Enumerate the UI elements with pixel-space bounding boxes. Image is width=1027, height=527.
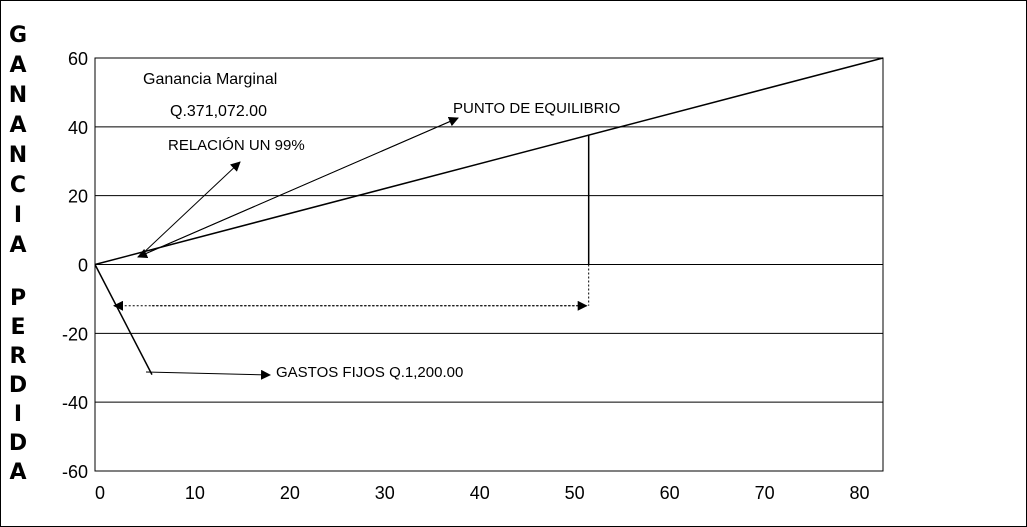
y-axis-letter: C xyxy=(10,173,26,198)
arrow-punto-equilibrio-back xyxy=(137,117,459,259)
annotation-gastos-fijos: GASTOS FIJOS Q.1,200.00 xyxy=(276,364,463,381)
y-axis-letter: A xyxy=(9,460,26,485)
x-tick-label: 0 xyxy=(95,483,105,503)
y-axis-letter: A xyxy=(9,233,26,258)
annotation-punto-equilibrio: PUNTO DE EQUILIBRIO xyxy=(453,100,620,117)
y-axis-letter: D xyxy=(9,431,27,456)
y-axis-letter: N xyxy=(9,83,27,108)
y-tick-label: 0 xyxy=(78,256,88,276)
y-tick-label: -60 xyxy=(62,462,88,482)
y-axis-letter: A xyxy=(9,113,26,138)
x-tick-label: 70 xyxy=(755,483,775,503)
fixed-cost-line xyxy=(94,264,153,375)
y-axis-letter: A xyxy=(9,53,26,78)
x-tick-label: 20 xyxy=(280,483,300,503)
y-tick-label: -20 xyxy=(62,324,88,344)
annotation-ganancia-monto: Q.371,072.00 xyxy=(170,103,267,120)
x-tick-label: 60 xyxy=(660,483,680,503)
arrow-relacion xyxy=(139,161,241,257)
y-tick-label: -40 xyxy=(62,393,88,413)
y-axis-letter: N xyxy=(9,143,27,168)
y-tick-label: 60 xyxy=(68,49,88,69)
y-axis-letter: I xyxy=(14,203,22,228)
y-tick-label: 40 xyxy=(68,118,88,138)
y-axis-letter: I xyxy=(14,402,22,427)
x-tick-label: 40 xyxy=(470,483,490,503)
y-axis-letter: P xyxy=(10,286,26,311)
profit-line xyxy=(94,57,884,266)
annotation-relacion: RELACIÓN UN 99% xyxy=(168,137,305,154)
annotation-ganancia-marginal: Ganancia Marginal xyxy=(143,71,277,88)
y-axis-letter: E xyxy=(10,315,25,340)
arrow-gastos-fijos xyxy=(145,369,271,380)
x-tick-label: 30 xyxy=(375,483,395,503)
y-axis-letter: D xyxy=(9,373,27,398)
y-tick-label: 20 xyxy=(68,187,88,207)
x-tick-label: 10 xyxy=(185,483,205,503)
x-tick-label: 80 xyxy=(850,483,870,503)
y-axis-letter: G xyxy=(9,23,27,48)
x-tick-label: 50 xyxy=(565,483,585,503)
y-axis-letter: R xyxy=(10,344,27,369)
